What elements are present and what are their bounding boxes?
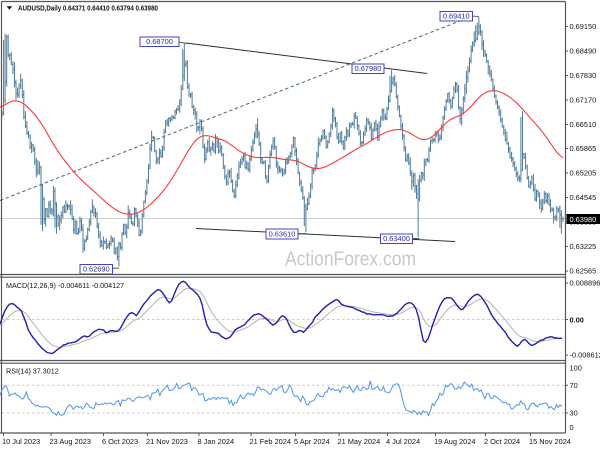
svg-text:21 May 2024: 21 May 2024 [338,437,381,446]
svg-text:0.62565: 0.62565 [570,267,597,276]
svg-text:RSI(14) 37.3012: RSI(14) 37.3012 [6,367,59,376]
svg-text:0.67170: 0.67170 [570,96,597,105]
svg-text:0.63225: 0.63225 [570,242,597,251]
svg-text:70: 70 [570,381,578,390]
svg-text:0.64545: 0.64545 [570,193,597,202]
svg-text:0.66510: 0.66510 [570,120,597,129]
svg-text:5 Apr 2024: 5 Apr 2024 [294,437,330,446]
svg-text:10 Jul 2023: 10 Jul 2023 [2,437,40,446]
svg-text:0.65205: 0.65205 [570,169,597,178]
svg-text:15 Nov 2024: 15 Nov 2024 [529,437,571,446]
svg-text:AUDUSD,Daily 0.64371 0.64410: AUDUSD,Daily 0.64371 0.64410 0.63794 0.6… [18,4,158,13]
svg-text:0.67980: 0.67980 [355,64,382,73]
svg-text:6 Oct 2023: 6 Oct 2023 [102,437,138,446]
svg-text:0.69150: 0.69150 [570,22,597,31]
svg-text:0.008896: 0.008896 [570,279,600,288]
svg-text:19 Aug 2024: 19 Aug 2024 [434,437,476,446]
svg-text:8 Jan 2024: 8 Jan 2024 [198,437,235,446]
svg-text:0.63980: 0.63980 [570,215,597,224]
svg-text:4 Jul 2024: 4 Jul 2024 [386,437,420,446]
svg-text:0.63610: 0.63610 [269,230,296,239]
svg-text:21 Feb 2024: 21 Feb 2024 [250,437,292,446]
svg-text:30: 30 [570,409,578,418]
svg-text:0.00: 0.00 [570,316,584,325]
svg-text:2 Oct 2024: 2 Oct 2024 [484,437,520,446]
svg-text:0.69410: 0.69410 [443,12,470,21]
svg-text:0.68700: 0.68700 [146,37,173,46]
svg-text:100: 100 [570,364,582,373]
svg-text:0.62690: 0.62690 [83,265,110,274]
svg-text:MACD(12,26,9) -0.004611 -0.004: MACD(12,26,9) -0.004611 -0.004127 [6,281,124,290]
svg-text:0: 0 [570,423,574,432]
svg-text:-0.008612: -0.008612 [570,351,600,360]
svg-text:0.63400: 0.63400 [383,234,410,243]
svg-text:0.65865: 0.65865 [570,144,597,153]
svg-text:23 Aug 2023: 23 Aug 2023 [50,437,92,446]
svg-text:0.67830: 0.67830 [570,71,597,80]
svg-text:ActionForex.com: ActionForex.com [285,248,416,271]
svg-text:0.68490: 0.68490 [570,47,597,56]
svg-text:21 Nov 2023: 21 Nov 2023 [146,437,188,446]
